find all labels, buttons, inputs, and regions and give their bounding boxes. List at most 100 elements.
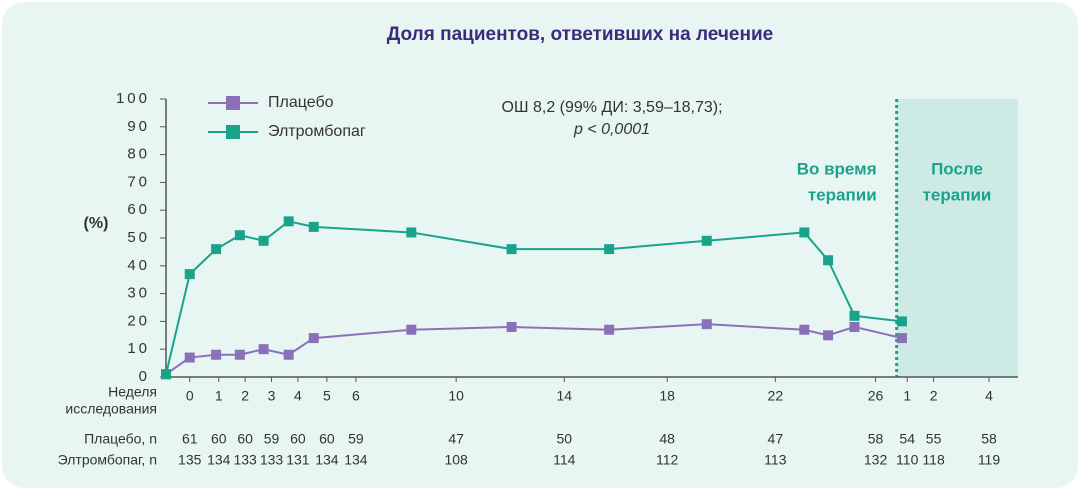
y-tick-label: 0: [139, 368, 150, 385]
n-value: 61: [182, 431, 198, 447]
x-tick-label: 4: [294, 388, 302, 404]
legend-marker: [226, 96, 240, 110]
n-value: 110: [896, 452, 919, 468]
n-value: 60: [237, 431, 253, 447]
n-row-label: Плацебо, n: [84, 431, 157, 447]
y-tick-label: 50: [127, 229, 150, 246]
data-point: [604, 244, 615, 255]
n-value: 108: [444, 452, 468, 468]
data-point: [896, 333, 907, 344]
data-point: [823, 255, 834, 266]
n-value: 59: [348, 431, 364, 447]
data-point: [308, 221, 319, 232]
n-value: 60: [319, 431, 335, 447]
n-value: 48: [659, 431, 675, 447]
y-tick-label: 100: [116, 90, 150, 107]
phase-label: После: [931, 159, 983, 178]
legend-label: Плацебо: [268, 94, 334, 111]
n-value: 58: [868, 431, 884, 447]
n-value: 135: [178, 452, 202, 468]
x-tick-label: 3: [268, 388, 276, 404]
data-point: [211, 349, 222, 360]
x-tick-label: 0: [186, 388, 194, 404]
n-value: 119: [978, 452, 1001, 468]
legend-marker: [226, 125, 240, 139]
n-value: 114: [553, 452, 576, 468]
n-value: 47: [768, 431, 784, 447]
data-point: [234, 349, 245, 360]
n-value: 55: [926, 431, 942, 447]
after-therapy-zone: [896, 99, 1018, 377]
legend-label: Элтромбопаг: [268, 123, 366, 140]
n-row-label: Элтромбопаг, n: [58, 452, 157, 468]
y-tick-label: 80: [127, 146, 150, 163]
n-value: 134: [315, 452, 339, 468]
data-point: [799, 324, 810, 335]
x-tick-label: 6: [352, 388, 360, 404]
x-tick-label: 4: [985, 388, 993, 404]
x-tick-label: 5: [323, 388, 331, 404]
data-point: [211, 244, 222, 255]
phase-label: терапии: [808, 185, 877, 204]
x-tick-label: 2: [241, 388, 249, 404]
data-point: [184, 352, 195, 363]
data-point: [406, 324, 417, 335]
chart-title: Доля пациентов, ответивших на лечение: [387, 24, 773, 45]
data-point: [823, 330, 834, 341]
x-tick-label: 14: [557, 388, 573, 404]
y-tick-label: 40: [127, 257, 150, 274]
n-value: 50: [557, 431, 573, 447]
x-tick-label: 26: [868, 388, 884, 404]
data-point: [604, 324, 615, 335]
data-point: [258, 235, 269, 246]
x-tick-label: 18: [659, 388, 675, 404]
data-point: [701, 235, 712, 246]
n-value: 60: [211, 431, 227, 447]
data-point: [234, 230, 245, 241]
data-point: [701, 319, 712, 330]
phase-label: Во время: [797, 159, 877, 178]
n-value: 113: [764, 452, 787, 468]
n-value: 134: [207, 452, 231, 468]
data-point: [506, 244, 517, 255]
data-point: [506, 321, 517, 332]
y-tick-label: 60: [127, 201, 150, 218]
n-value: 131: [286, 452, 310, 468]
n-value: 133: [233, 452, 257, 468]
data-point: [161, 369, 171, 380]
y-tick-label: 30: [127, 285, 150, 302]
n-value: 60: [290, 431, 306, 447]
n-value: 133: [260, 452, 284, 468]
data-point: [406, 227, 417, 238]
x-tick-label: 22: [768, 388, 784, 404]
x-tick-label: 1: [215, 388, 223, 404]
x-axis-label: исследования: [65, 401, 157, 417]
phase-label: терапии: [923, 185, 992, 204]
data-point: [849, 321, 860, 332]
y-tick-label: 70: [127, 173, 150, 190]
n-value: 59: [264, 431, 280, 447]
x-tick-label: 10: [448, 388, 464, 404]
y-axis-label: (%): [84, 215, 109, 232]
n-value: 47: [448, 431, 464, 447]
n-value: 132: [864, 452, 888, 468]
data-point: [896, 316, 907, 327]
y-tick-label: 20: [127, 312, 150, 329]
n-value: 118: [922, 452, 945, 468]
annotation: p < 0,0001: [573, 121, 650, 138]
x-axis-label: Неделя: [108, 384, 157, 400]
n-value: 134: [344, 452, 368, 468]
n-value: 112: [656, 452, 679, 468]
data-point: [849, 310, 860, 321]
data-point: [308, 333, 319, 344]
y-tick-label: 90: [127, 118, 150, 135]
data-point: [258, 344, 269, 355]
data-point: [283, 216, 294, 227]
x-tick-label: 2: [930, 388, 938, 404]
y-tick-label: 10: [127, 340, 150, 357]
data-point: [799, 227, 810, 238]
n-value: 58: [981, 431, 997, 447]
x-tick-label: 1: [903, 388, 911, 404]
